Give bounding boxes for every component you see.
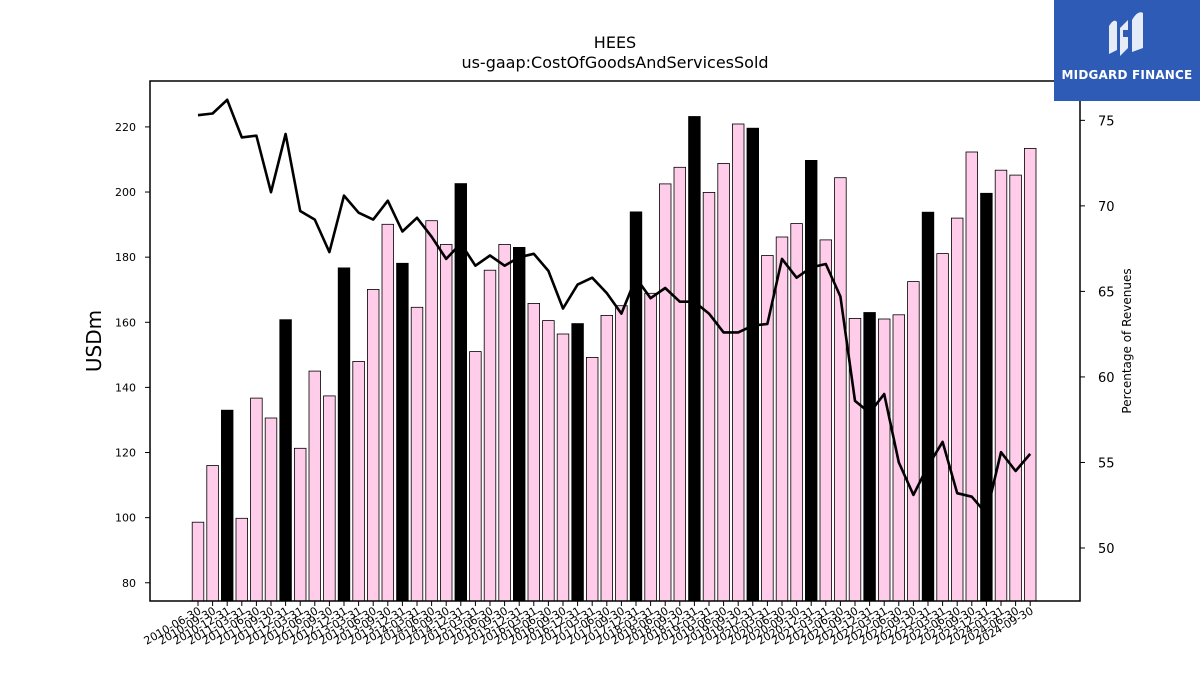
bar [1024,147,1037,602]
y2-tick-label: 70 [1098,200,1115,215]
bar [936,253,949,602]
bar [439,244,453,602]
bar [863,312,876,602]
y-tick-label: 200 [115,186,136,199]
bar [279,319,292,602]
y-axis-label: USDm [82,310,106,372]
bars-group [191,116,1037,602]
bar [308,370,322,602]
bar [600,314,614,602]
bar [250,397,263,602]
bar [323,395,336,602]
bar [834,177,847,602]
bar [732,123,745,602]
bar [469,351,482,602]
bar [191,521,205,602]
x-axis: 2010-06-302010-09-302010-12-312011-03-31… [142,601,1036,648]
bar [644,292,657,602]
y2-tick-label: 60 [1098,371,1115,386]
bar [396,262,409,602]
bar [878,318,891,602]
bar [1009,174,1022,602]
percentage-line [197,98,1032,516]
bar [702,191,716,602]
bar [907,281,920,602]
bar [848,317,862,602]
bar [994,169,1008,602]
y-axis-right: 50 55 60 65 70 75 [1080,114,1115,557]
y-tick-label: 100 [115,512,136,525]
bar [965,151,979,602]
y-tick-label: 180 [115,251,136,264]
bar [498,244,511,602]
bar [980,192,993,602]
bar [629,211,643,602]
y-tick-label: 120 [115,447,136,460]
bar [527,302,541,602]
brand-name: MIDGARD FINANCE [1061,68,1193,82]
bar [615,305,628,602]
bar [586,356,599,602]
bar [264,417,278,602]
y2-tick-label: 55 [1098,456,1115,471]
y2-axis-label: Percentage of Revenues [1120,268,1134,413]
y-tick-label: 140 [115,381,136,394]
bar [819,239,833,602]
bar [717,162,730,602]
bar [659,183,672,602]
bar [410,306,424,602]
bar [805,159,818,602]
bar [235,517,249,602]
bar [293,447,307,602]
bar [790,223,803,602]
bar [381,223,395,602]
bar [921,211,935,602]
bar [542,320,555,602]
plot-frame [149,80,1081,602]
y2-tick-label: 50 [1098,542,1115,557]
bar [571,323,584,602]
midgard-m-logo-icon [1109,12,1143,56]
line-group [197,98,1032,516]
bar [775,236,789,602]
bar [425,220,438,602]
bar [337,267,351,602]
y-tick-label: 80 [122,577,136,590]
brand-badge: MIDGARD FINANCE [1054,0,1200,101]
bar [746,127,760,602]
bar [366,288,380,602]
bar [220,409,234,602]
chart-title: HEES [594,33,636,52]
bar [556,333,570,602]
bar [352,360,365,602]
y-tick-label: 160 [115,316,136,329]
y-axis-left: 80 100 120 140 160 180 200 220 [115,121,150,590]
chart-subtitle: us-gaap:CostOfGoodsAndServicesSold [461,53,768,72]
bar [951,217,964,602]
bar [483,269,497,602]
y2-tick-label: 75 [1098,114,1115,129]
bar [673,166,687,602]
bar [513,246,526,602]
bar [206,465,219,602]
y-tick-label: 220 [115,121,136,134]
bar [688,116,701,602]
y2-tick-label: 65 [1098,285,1115,300]
